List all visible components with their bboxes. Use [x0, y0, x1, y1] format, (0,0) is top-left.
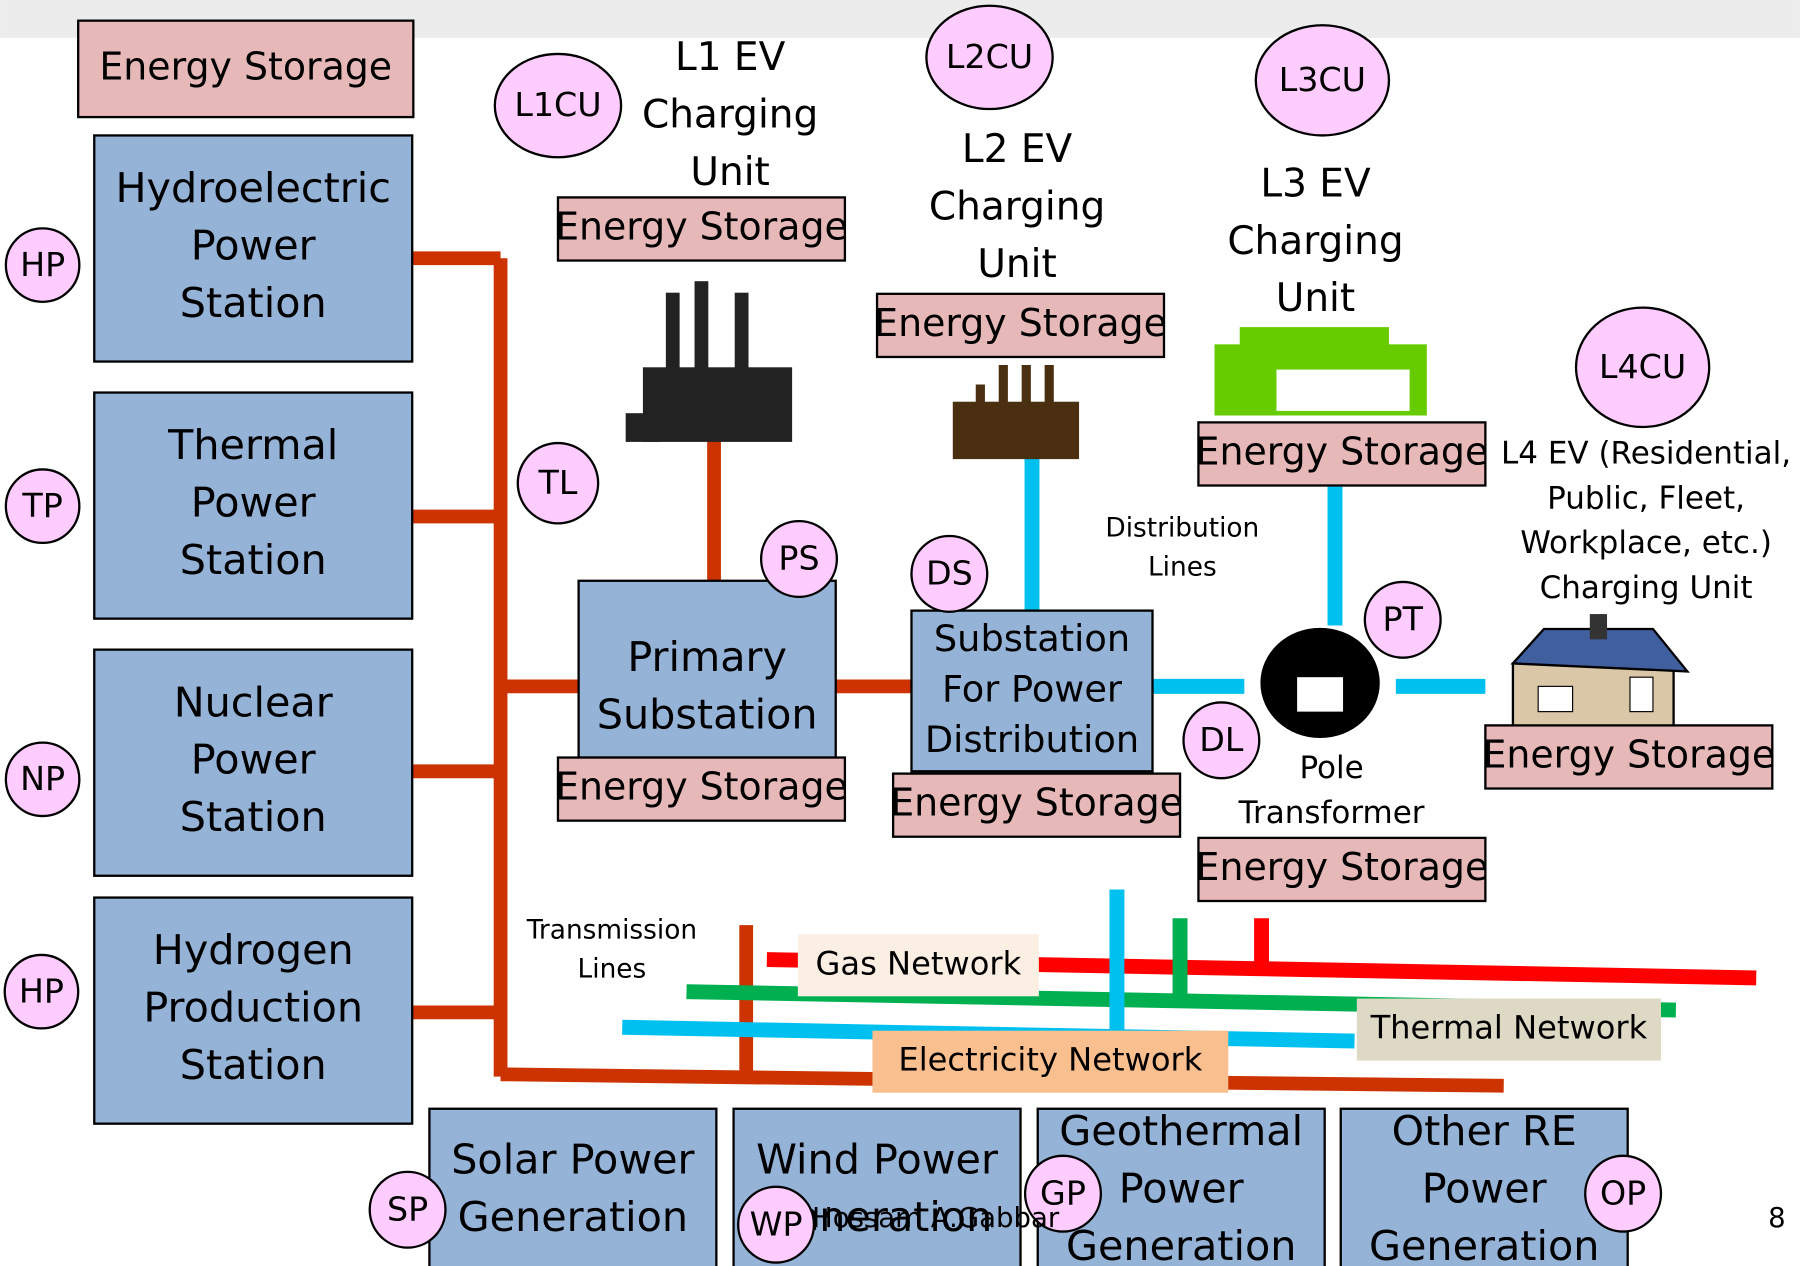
- station-label: Generation: [1066, 1222, 1296, 1266]
- page-number: 8: [1768, 1202, 1786, 1234]
- tag-label: L1CU: [514, 85, 601, 124]
- tag-label: TL: [538, 463, 578, 502]
- tag-label: L2CU: [946, 37, 1033, 76]
- station-label: Substation: [934, 617, 1130, 660]
- station-label: Station: [180, 279, 327, 327]
- station-label: Station: [180, 1041, 327, 1089]
- station-label: Generation: [458, 1193, 688, 1241]
- storage-label: Energy Storage: [1196, 429, 1489, 473]
- caption: Transformer: [1238, 795, 1425, 831]
- caption: Lines: [1148, 553, 1217, 583]
- station-label: Power: [191, 221, 316, 269]
- station-label: Substation: [597, 690, 818, 738]
- tag-label: WP: [750, 1204, 803, 1243]
- caption: L4 EV (Residential,: [1501, 436, 1791, 472]
- tag-label: OP: [1600, 1173, 1646, 1212]
- house-icon: [1513, 614, 1687, 726]
- diagram: Hydroelectric Power Station Thermal Power Sta…: [0, 0, 1800, 1266]
- caption: Lines: [578, 954, 647, 984]
- caption: Distribution: [1105, 514, 1259, 544]
- tag-label: PS: [778, 539, 819, 578]
- tag-label: HP: [19, 971, 64, 1010]
- caption: Unit: [1276, 276, 1355, 321]
- station-label: Wind Power: [756, 1136, 998, 1184]
- storage-label: Energy Storage: [1196, 845, 1489, 889]
- storage-label: Energy Storage: [1482, 732, 1775, 776]
- caption: Charging Unit: [1540, 570, 1753, 606]
- station-label: Distribution: [925, 718, 1139, 761]
- factory-icon: [626, 281, 792, 442]
- storage-label: Energy Storage: [99, 44, 392, 88]
- caption: Workplace, etc.): [1520, 525, 1772, 561]
- tag-label: TP: [21, 486, 62, 525]
- station-label: Production: [143, 984, 363, 1032]
- station-label: Thermal: [167, 421, 338, 469]
- station-label: Solar Power: [451, 1136, 694, 1184]
- caption: L2 EV: [962, 127, 1073, 172]
- tag-label: DL: [1199, 720, 1244, 759]
- tag-label: SP: [387, 1189, 428, 1228]
- station-label: Hydroelectric: [115, 164, 391, 212]
- caption: Charging: [1227, 219, 1403, 264]
- station-label: Geothermal: [1059, 1107, 1303, 1155]
- tag-label: DS: [926, 554, 973, 593]
- station-label: Hydrogen: [153, 926, 354, 974]
- caption: Charging: [929, 184, 1105, 229]
- caption: L1 EV: [675, 35, 786, 80]
- caption: Pole: [1299, 750, 1363, 786]
- footer-author: Hossam A.Gabbar: [812, 1202, 1060, 1234]
- storage-label: Energy Storage: [874, 301, 1167, 345]
- station-label: Power: [191, 736, 316, 784]
- station-label: Power: [1119, 1164, 1244, 1212]
- storage-label: Energy Storage: [555, 765, 848, 809]
- network-label: Gas Network: [816, 944, 1022, 982]
- station-label: Nuclear: [174, 678, 333, 726]
- station-label: Primary: [627, 633, 787, 681]
- station-box: [429, 1109, 716, 1266]
- station-icon: [1214, 327, 1426, 415]
- storage-label: Energy Storage: [890, 781, 1183, 825]
- station-label: Power: [191, 479, 316, 527]
- tag-label: L3CU: [1279, 60, 1366, 99]
- caption: Unit: [690, 150, 769, 195]
- caption: Public, Fleet,: [1547, 480, 1745, 516]
- caption: Transmission: [526, 915, 697, 945]
- storage-label: Energy Storage: [555, 204, 848, 248]
- station-label: Station: [180, 793, 327, 841]
- station-label: Other RE: [1392, 1107, 1577, 1155]
- caption: Unit: [977, 242, 1056, 287]
- network-label: Electricity Network: [898, 1041, 1202, 1079]
- network-label: Thermal Network: [1370, 1009, 1648, 1047]
- plant-icon: [953, 365, 1079, 459]
- station-label: Station: [180, 536, 327, 584]
- tag-label: NP: [20, 759, 65, 798]
- tag-label: HP: [20, 245, 65, 284]
- tag-label: PT: [1383, 599, 1424, 638]
- page: {"storage_labels": ["Energy Storage","En…: [0, 0, 1800, 1266]
- station-label: Power: [1422, 1164, 1547, 1212]
- station-label: For Power: [942, 667, 1123, 710]
- caption: Charging: [642, 93, 818, 138]
- tag-label: L4CU: [1599, 347, 1686, 386]
- transformer-icon: [1260, 628, 1379, 738]
- caption: L3 EV: [1260, 161, 1371, 206]
- station-label: Generation: [1369, 1222, 1599, 1266]
- content: Hydroelectric Power Station Thermal Power Sta…: [5, 6, 1791, 1266]
